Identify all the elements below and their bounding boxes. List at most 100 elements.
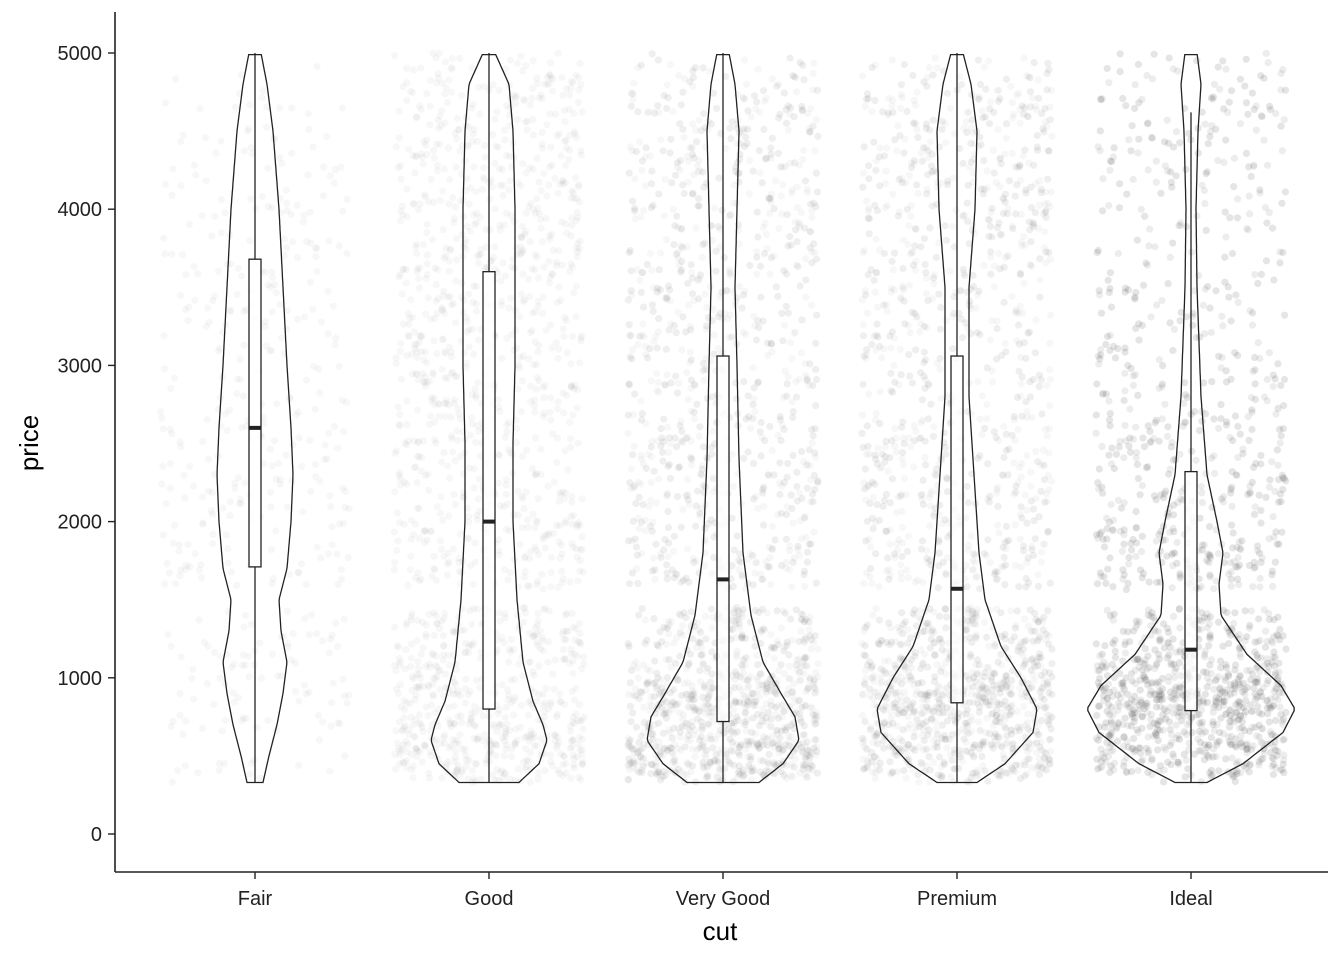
- data-point: [507, 294, 515, 302]
- data-point: [447, 369, 455, 377]
- data-point: [636, 688, 644, 696]
- data-point: [293, 201, 301, 209]
- data-point: [184, 540, 192, 548]
- data-point: [568, 718, 577, 726]
- data-point: [529, 633, 537, 641]
- data-point: [539, 293, 547, 301]
- data-point: [671, 171, 680, 179]
- data-point: [539, 585, 547, 593]
- data-point: [506, 527, 514, 535]
- data-point: [697, 127, 705, 135]
- data-point: [673, 493, 682, 501]
- data-point: [785, 675, 794, 683]
- data-point: [337, 163, 345, 171]
- data-point: [401, 665, 409, 673]
- data-point: [574, 577, 582, 585]
- data-point: [810, 676, 818, 684]
- data-point: [465, 643, 473, 651]
- data-point: [566, 267, 574, 275]
- data-point: [237, 71, 245, 79]
- data-point: [469, 604, 478, 612]
- data-point: [197, 561, 205, 569]
- data-point: [553, 258, 561, 266]
- data-point: [403, 96, 411, 104]
- data-point: [422, 663, 430, 671]
- data-point: [266, 445, 274, 453]
- data-point: [471, 221, 479, 229]
- data-point: [248, 149, 256, 157]
- data-point: [264, 203, 272, 211]
- data-point: [268, 204, 276, 212]
- data-point: [407, 535, 415, 543]
- data-point: [305, 688, 313, 696]
- data-point: [423, 359, 431, 367]
- data-point: [530, 733, 538, 742]
- data-point: [559, 761, 567, 769]
- data-point: [547, 416, 555, 424]
- data-point: [799, 731, 808, 739]
- data-point: [576, 717, 584, 725]
- data-point: [526, 328, 535, 337]
- data-point: [561, 519, 569, 527]
- data-point: [517, 408, 525, 416]
- data-point: [223, 260, 231, 268]
- data-point: [462, 675, 470, 683]
- data-point: [672, 443, 681, 451]
- data-point: [506, 177, 514, 185]
- data-point: [467, 715, 475, 723]
- data-point: [535, 550, 543, 559]
- data-point: [457, 627, 466, 635]
- data-point: [541, 80, 549, 88]
- data-point: [808, 439, 816, 447]
- data-point: [575, 198, 583, 206]
- data-point: [572, 684, 580, 693]
- data-point: [393, 546, 401, 555]
- data-point: [177, 653, 185, 661]
- data-point: [445, 401, 453, 409]
- data-point: [562, 85, 571, 93]
- data-point: [710, 533, 718, 541]
- data-point: [507, 212, 515, 220]
- data-point: [268, 347, 276, 355]
- data-point: [563, 229, 571, 237]
- data-point: [766, 422, 774, 431]
- data-point: [673, 159, 682, 167]
- data-point: [395, 134, 403, 142]
- data-point: [276, 476, 284, 484]
- data-point: [813, 769, 822, 777]
- data-point: [477, 250, 485, 258]
- data-point: [755, 323, 763, 331]
- data-point: [428, 394, 436, 402]
- data-point: [565, 659, 574, 668]
- data-point: [412, 113, 421, 121]
- data-point: [489, 81, 497, 89]
- data-point: [268, 579, 276, 587]
- data-point: [756, 108, 764, 116]
- data-point: [472, 391, 480, 399]
- data-point: [210, 292, 218, 300]
- data-point: [519, 672, 527, 680]
- data-point: [491, 205, 499, 213]
- data-point: [682, 492, 691, 500]
- data-point: [554, 354, 562, 363]
- data-point: [803, 189, 811, 197]
- data-point: [545, 279, 553, 287]
- data-point: [517, 234, 526, 242]
- data-point: [777, 661, 785, 669]
- data-point: [427, 701, 436, 709]
- data-point: [343, 249, 351, 258]
- data-point: [500, 737, 508, 745]
- data-point: [431, 418, 439, 426]
- data-point: [779, 181, 787, 189]
- data-point: [555, 497, 563, 505]
- data-point: [574, 716, 582, 724]
- data-point: [701, 681, 709, 690]
- data-point: [496, 226, 504, 234]
- data-point: [522, 62, 530, 70]
- data-point: [453, 114, 461, 122]
- data-point: [740, 291, 748, 299]
- data-point: [577, 337, 585, 345]
- data-point: [813, 311, 821, 319]
- data-point: [575, 518, 583, 527]
- data-point: [194, 769, 202, 777]
